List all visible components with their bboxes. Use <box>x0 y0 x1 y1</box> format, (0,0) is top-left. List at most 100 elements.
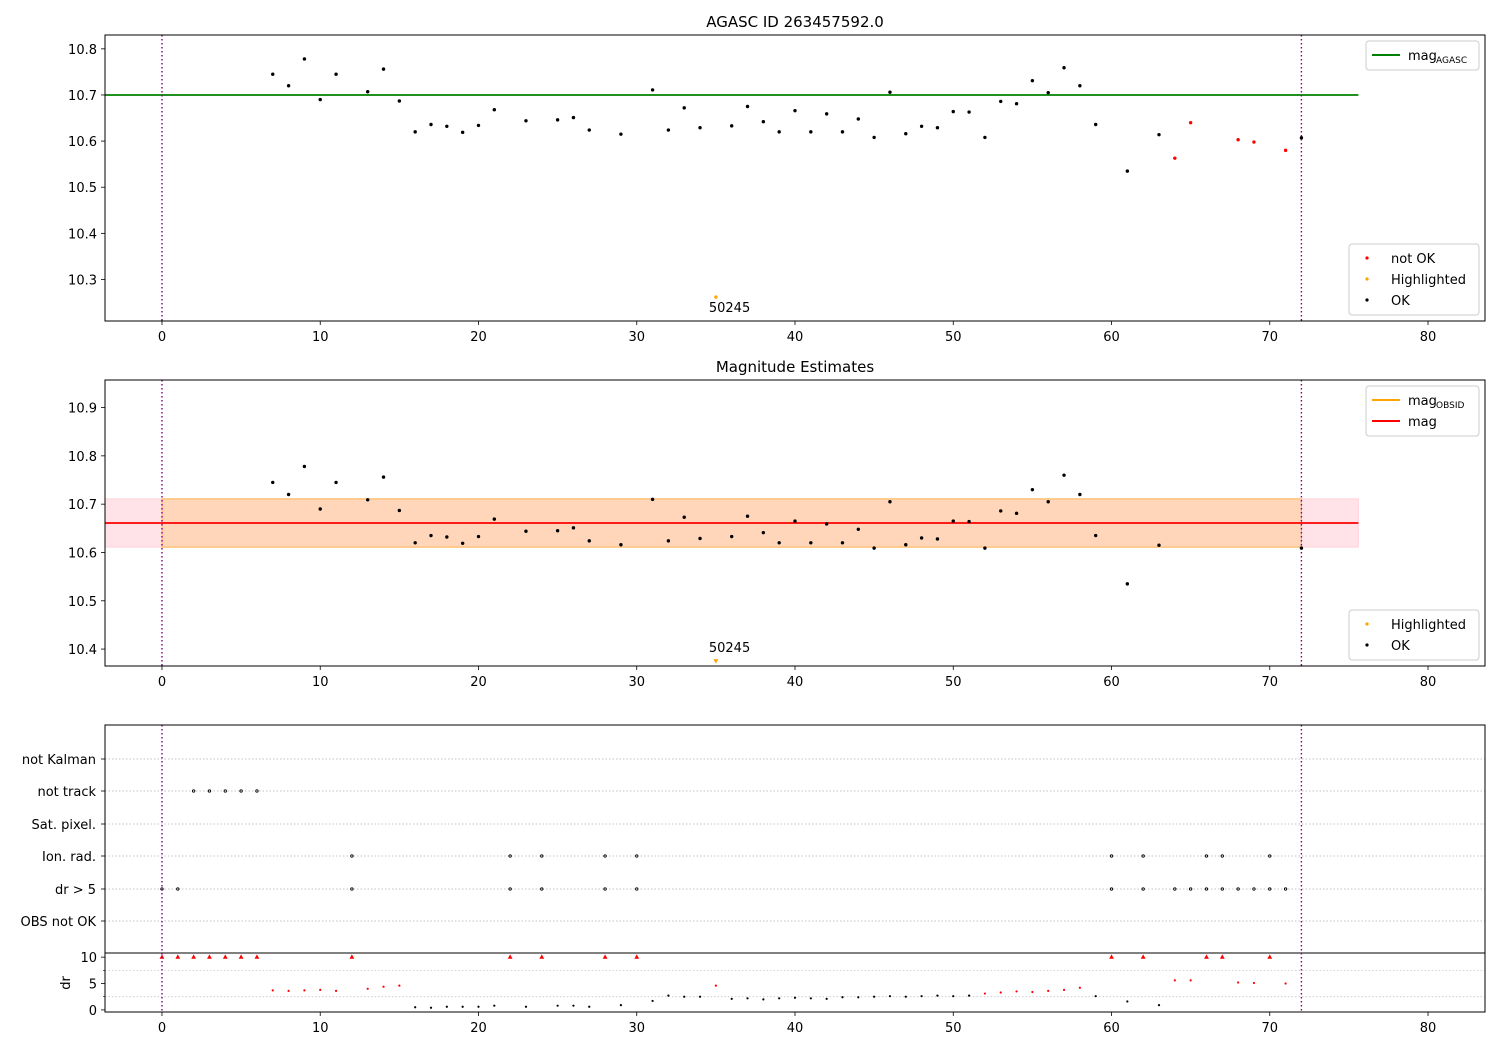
dr-data-point <box>714 984 717 987</box>
dr-capped-marker <box>634 954 640 959</box>
y-tick-label: 10.7 <box>68 498 97 513</box>
x-tick-label: 20 <box>470 330 487 345</box>
x-tick-label: 60 <box>1103 1021 1120 1036</box>
data-point <box>666 128 671 132</box>
x-tick-label: 40 <box>787 675 804 690</box>
flag-marker <box>1268 854 1272 858</box>
data-point <box>381 67 386 71</box>
legend-label: Highlighted <box>1391 618 1466 633</box>
dr-data-point <box>1284 982 1287 985</box>
data-point <box>761 120 766 124</box>
flag-marker <box>1141 854 1145 858</box>
dr-capped-marker <box>159 954 165 959</box>
data-point <box>761 530 766 535</box>
dr-data-point <box>1015 990 1018 993</box>
x-tick-label: 50 <box>945 330 962 345</box>
dr-data-point <box>698 995 702 998</box>
dr-capped-marker <box>207 954 212 959</box>
flag-marker <box>1236 887 1240 891</box>
data-point <box>571 526 576 530</box>
y-tick-label: 10.8 <box>68 43 97 58</box>
dr-capped-marker <box>349 954 355 959</box>
x-tick-label: 70 <box>1261 1021 1278 1036</box>
y-tick-label: 10.4 <box>68 643 97 658</box>
flag-marker <box>1188 887 1193 891</box>
dr-data-point <box>382 985 385 988</box>
dr-data-point <box>651 999 654 1003</box>
flag-marker <box>1252 887 1256 891</box>
dr-y-tick-label: 5 <box>89 978 97 993</box>
data-point <box>302 464 307 469</box>
dr-data-point <box>746 997 749 1000</box>
dr-data-point <box>793 996 797 999</box>
flag-row-label: not Kalman <box>22 753 96 768</box>
dr-data-point <box>445 1005 448 1008</box>
dr-data-point <box>429 1006 433 1009</box>
data-point <box>745 514 750 518</box>
dr-data-point <box>936 994 939 997</box>
data-point <box>809 541 813 545</box>
magnitude-estimates-panel: 0 10 20 30 40 50 60 70 80 50245 10.4 10.5 10.6 10.7 10… <box>68 358 1486 690</box>
flag-marker <box>191 789 196 793</box>
dr-data-point <box>857 996 860 999</box>
dr-data-point <box>1252 981 1256 985</box>
data-point <box>1046 90 1050 95</box>
legend-dot-swatch <box>1365 622 1369 626</box>
data-point <box>445 535 449 539</box>
data-point <box>967 519 971 524</box>
data-point <box>1283 148 1288 153</box>
x-tick-label: 10 <box>312 1021 329 1036</box>
data-point <box>745 104 750 109</box>
dr-capped-marker <box>539 954 545 959</box>
x-tick-label: 70 <box>1261 675 1278 690</box>
flag-marker <box>207 789 212 793</box>
dr-capped-marker <box>238 954 244 959</box>
agasc-magnitude-panel: 0 10 20 30 40 50 60 70 80 50245 10.3 10.4 10.5 10.6 10… <box>68 13 1486 345</box>
data-point <box>271 480 275 485</box>
dr-capped-marker <box>222 954 228 959</box>
data-point <box>302 57 307 61</box>
data-point <box>682 515 686 519</box>
data-point <box>650 497 655 502</box>
dr-data-point <box>667 994 670 997</box>
data-point <box>951 109 955 114</box>
dr-data-point <box>461 1005 464 1008</box>
x-tick-label: 80 <box>1420 675 1437 690</box>
dr-data-point <box>524 1005 528 1008</box>
data-point <box>1236 138 1240 142</box>
data-point <box>492 108 497 112</box>
x-tick-label: 10 <box>312 330 329 345</box>
data-point <box>935 537 940 541</box>
dr-data-point <box>319 988 322 991</box>
data-point <box>334 480 338 485</box>
data-point <box>318 97 322 102</box>
x-tick-label: 50 <box>945 675 962 690</box>
dr-data-point <box>1173 979 1176 982</box>
data-point <box>460 130 465 135</box>
data-point <box>397 99 402 103</box>
dr-data-point <box>1047 989 1050 993</box>
data-point <box>983 546 987 550</box>
data-point <box>919 536 924 540</box>
legend-dot-swatch <box>1365 643 1369 647</box>
dr-data-point <box>967 994 971 997</box>
data-point <box>904 543 908 547</box>
data-point <box>1188 120 1193 125</box>
legend-label: OK <box>1391 294 1410 309</box>
data-point <box>334 72 338 76</box>
data-point <box>524 529 528 533</box>
legend-dot-swatch <box>1365 277 1369 281</box>
data-point <box>1014 511 1019 516</box>
legend-label: not OK <box>1391 252 1436 267</box>
dr-data-point <box>1031 990 1034 994</box>
dr-data-point <box>366 987 369 990</box>
x-tick-label: 0 <box>158 330 166 345</box>
data-point <box>919 124 924 129</box>
dr-data-point <box>999 991 1002 994</box>
data-point <box>999 99 1003 104</box>
flag-marker <box>255 789 259 793</box>
data-point <box>951 519 955 523</box>
x-tick-label: 80 <box>1420 1021 1437 1036</box>
dr-data-point <box>303 989 306 992</box>
